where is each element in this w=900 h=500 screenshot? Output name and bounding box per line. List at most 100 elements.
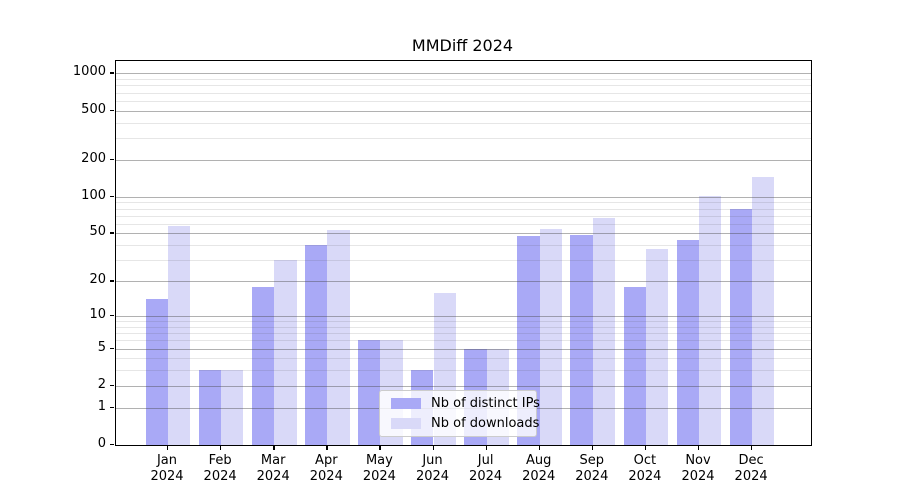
bar-ips-sep <box>570 234 593 445</box>
x-tick-mark-oct <box>644 446 647 450</box>
x-tick-year: 2024 <box>150 469 184 484</box>
minor-gridline-80 <box>116 208 811 210</box>
minor-gridline-7 <box>116 333 811 335</box>
bar-downloads-dec <box>752 176 775 445</box>
y-tick-mark-100 <box>110 195 114 198</box>
x-tick-label-may: May 2024 <box>363 453 396 485</box>
bar-ips-mar <box>251 286 275 445</box>
x-tick-year: 2024 <box>734 469 768 484</box>
y-tick-mark-0 <box>110 444 114 446</box>
y-tick-mark-1000 <box>110 72 114 74</box>
x-tick-mark-sep <box>591 446 594 450</box>
y-tick-label-100: 100 <box>81 187 106 203</box>
minor-gridline-8 <box>116 326 811 328</box>
x-tick-month: Feb <box>208 453 232 468</box>
x-tick-month: Jul <box>477 453 494 468</box>
major-gridline-5 <box>116 348 811 350</box>
y-tick-mark-1 <box>110 406 114 409</box>
bar-ips-jan <box>145 299 168 445</box>
x-tick-month: Sep <box>579 453 605 468</box>
y-tick-mark-50 <box>110 232 114 234</box>
minor-gridline-40 <box>116 245 811 247</box>
minor-gridline-3 <box>116 370 811 372</box>
bar-downloads-mar <box>274 260 297 445</box>
x-tick-label-aug: Aug 2024 <box>522 453 555 485</box>
legend-label-distinct-ips: Nb of distinct IPs <box>431 396 540 411</box>
major-gridline-100 <box>116 196 811 198</box>
x-tick-year: 2024 <box>522 469 556 484</box>
bar-ips-may <box>358 340 381 445</box>
x-tick-month: May <box>365 453 393 468</box>
x-tick-mark-nov <box>698 446 700 450</box>
x-tick-label-jul: Jul 2024 <box>469 453 502 485</box>
minor-gridline-900 <box>116 78 811 80</box>
minor-gridline-800 <box>116 85 811 87</box>
major-gridline-200 <box>116 159 811 161</box>
x-tick-year: 2024 <box>575 469 609 484</box>
major-gridline-2 <box>116 385 811 387</box>
legend-item-distinct-ips: Nb of distinct IPs <box>391 396 540 411</box>
x-tick-mark-mar <box>273 446 275 450</box>
major-gridline-1000 <box>116 73 811 75</box>
x-tick-year: 2024 <box>309 469 343 484</box>
minor-gridline-400 <box>116 122 811 124</box>
minor-gridline-9 <box>116 321 811 323</box>
bar-ips-feb <box>198 370 222 445</box>
y-tick-label-500: 500 <box>81 101 106 117</box>
y-tick-mark-5 <box>110 347 114 349</box>
x-tick-mark-jul <box>485 446 487 450</box>
major-gridline-20 <box>116 281 811 283</box>
y-tick-label-50: 50 <box>89 224 106 240</box>
x-tick-month: Jun <box>422 453 443 468</box>
major-gridline-50 <box>116 233 811 235</box>
x-tick-year: 2024 <box>415 469 450 484</box>
x-tick-mark-jan <box>167 446 169 450</box>
x-tick-mark-may <box>379 446 381 450</box>
x-tick-month: Nov <box>685 453 711 468</box>
chart-title: MMDiff 2024 <box>411 36 514 55</box>
x-tick-label-feb: Feb 2024 <box>204 453 237 485</box>
bar-ips-oct <box>623 286 646 445</box>
x-tick-year: 2024 <box>681 469 715 484</box>
y-tick-label-1000: 1000 <box>72 64 106 80</box>
x-tick-mark-feb <box>220 446 222 450</box>
bar-ips-nov <box>676 240 699 445</box>
major-gridline-500 <box>116 110 811 112</box>
x-tick-mark-jun <box>432 446 434 450</box>
bar-downloads-sep <box>592 218 616 445</box>
minor-gridline-70 <box>116 215 811 217</box>
x-tick-mark-apr <box>326 446 328 450</box>
minor-gridline-30 <box>116 260 811 262</box>
minor-gridline-90 <box>116 202 811 204</box>
x-tick-label-apr: Apr 2024 <box>310 453 343 485</box>
plot-area <box>115 60 812 446</box>
x-tick-month: Mar <box>260 453 286 468</box>
x-tick-label-oct: Oct 2024 <box>628 453 661 485</box>
x-tick-mark-aug <box>538 446 541 450</box>
minor-gridline-700 <box>116 92 811 94</box>
x-tick-month: Aug <box>525 453 552 468</box>
x-tick-year: 2024 <box>628 469 662 484</box>
x-tick-label-mar: Mar 2024 <box>257 453 290 485</box>
minor-gridline-60 <box>116 223 811 225</box>
bar-downloads-jan <box>168 225 191 445</box>
minor-gridline-4 <box>116 358 811 360</box>
x-tick-year: 2024 <box>256 469 290 484</box>
bar-downloads-feb <box>221 370 244 445</box>
y-tick-mark-20 <box>110 280 114 282</box>
x-tick-year: 2024 <box>362 469 396 484</box>
y-tick-mark-500 <box>110 109 114 111</box>
y-tick-label-20: 20 <box>89 272 106 288</box>
x-tick-label-dec: Dec 2024 <box>735 453 768 485</box>
legend-item-downloads: Nb of downloads <box>391 416 540 431</box>
legend-swatch-downloads <box>391 418 421 429</box>
minor-gridline-600 <box>116 100 811 102</box>
y-tick-mark-2 <box>110 384 114 387</box>
bar-downloads-aug <box>539 229 563 445</box>
legend-label-downloads: Nb of downloads <box>431 416 540 431</box>
x-tick-label-nov: Nov 2024 <box>681 453 714 485</box>
bar-downloads-nov <box>699 195 722 445</box>
bar-ips-dec <box>729 209 753 445</box>
y-tick-label-5: 5 <box>97 339 106 355</box>
